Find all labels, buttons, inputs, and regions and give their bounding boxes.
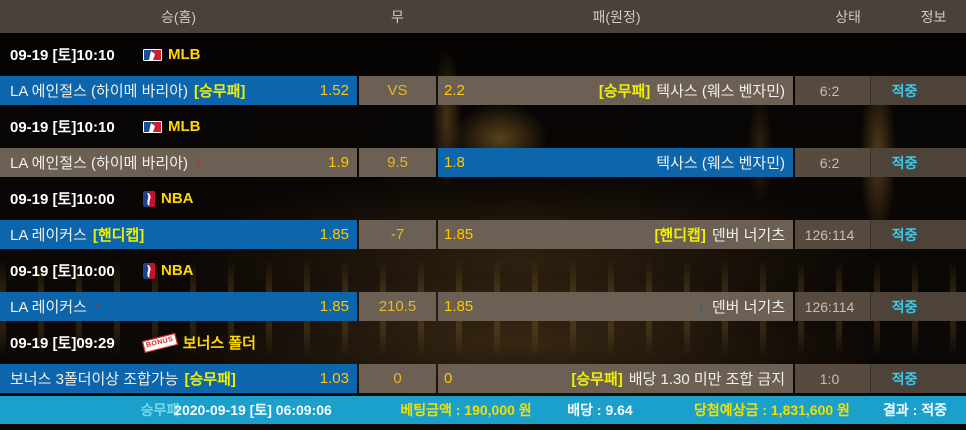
home-pick-cell[interactable]: LA 레이커스 ↑ 1.85	[0, 292, 357, 321]
home-pick-cell[interactable]: LA 에인절스 (하이메 바리아) [승무패] 1.52	[0, 76, 357, 105]
bet-type-tag: [핸디캡]	[654, 227, 706, 244]
down-arrow-icon: ↓	[697, 298, 705, 315]
away-pick-cell[interactable]: 2.2 [승무패] 텍사스 (웨스 벤자민)	[438, 76, 793, 105]
bet-row: LA 레이커스 [핸디캡] 1.85 -7 1.85 [핸디캡] 덴버 너기츠 …	[0, 220, 966, 249]
home-odds: 1.9	[328, 154, 349, 171]
home-team-name: LA 레이커스	[10, 299, 87, 316]
bet-summary-bar: 승무패 2020-09-19 [토] 06:09:06 베팅금액 : 190,0…	[0, 396, 966, 424]
score-cell: 1:0	[795, 364, 870, 393]
league-label: 보너스 폴더	[182, 335, 256, 352]
status-badge: 적중	[870, 76, 966, 105]
away-team-name: 텍사스 (웨스 벤자민)	[656, 155, 785, 172]
table-header: 승(홈) 무 패(원정) 상태 정보	[0, 0, 966, 33]
down-arrow-icon: ↓	[641, 154, 650, 171]
column-header-away: 패(원정)	[592, 8, 641, 25]
away-odds: 1.85	[444, 226, 474, 243]
home-odds: 1.85	[319, 226, 349, 243]
bet-amount: 베팅금액 : 190,000 원	[400, 402, 532, 418]
column-header-draw: 무	[391, 8, 404, 25]
status-badge: 적중	[870, 364, 966, 393]
bet-type-label: 승무패	[140, 402, 180, 418]
away-odds: 1.8	[444, 154, 465, 171]
status-badge: 적중	[870, 220, 966, 249]
bet-result: 결과 : 적중	[883, 402, 947, 418]
draw-pick-cell[interactable]: 0	[359, 364, 436, 393]
home-pick-cell[interactable]: LA 레이커스 [핸디캡] 1.85	[0, 220, 357, 249]
bonus-rule-text: 배당 1.30 미만 조합 금지	[628, 371, 785, 388]
bet-row: 보너스 3폴더이상 조합가능 [승무패] 1.03 0 0 [승무패] 배당 1…	[0, 364, 966, 393]
away-pick-cell[interactable]: 1.8 ↓ 텍사스 (웨스 벤자민)	[438, 148, 793, 177]
away-odds: 1.85	[444, 298, 474, 315]
league-label: NBA	[161, 262, 194, 279]
bet-type-tag: [핸디캡]	[92, 227, 145, 244]
home-pick-cell[interactable]: 보너스 3폴더이상 조합가능 [승무패] 1.03	[0, 364, 357, 393]
away-pick-cell[interactable]: 1.85 ↓ 덴버 너기츠	[438, 292, 793, 321]
bet-type-tag: [승무패]	[598, 83, 651, 100]
home-team-name: LA 에인절스 (하이메 바리아)	[10, 83, 189, 100]
up-arrow-icon: ↑	[93, 298, 102, 315]
league-label: MLB	[168, 118, 201, 135]
away-team-name: 덴버 너기츠	[711, 299, 785, 316]
home-odds: 1.85	[319, 298, 349, 315]
column-header-status: 상태	[835, 8, 861, 25]
home-team-name: LA 에인절스 (하이메 바리아)	[10, 155, 189, 172]
column-header-home: 승(홈)	[160, 8, 197, 25]
score-cell: 6:2	[795, 148, 870, 177]
bonus-rule-text: 보너스 3폴더이상 조합가능	[10, 371, 179, 388]
draw-pick-cell[interactable]: 210.5	[359, 292, 436, 321]
away-team-name: 덴버 너기츠	[711, 227, 785, 244]
nba-logo-icon	[143, 190, 155, 207]
score-cell: 6:2	[795, 76, 870, 105]
league-label: NBA	[161, 190, 194, 207]
away-pick-cell[interactable]: 0 [승무패] 배당 1.30 미만 조합 금지	[438, 364, 793, 393]
game-datetime: 09-19 [토]10:10	[10, 119, 115, 136]
column-header-info: 정보	[920, 8, 947, 25]
draw-pick-cell[interactable]: -7	[359, 220, 436, 249]
bet-row: LA 에인절스 (하이메 바리아) ↑ 1.9 9.5 1.8 ↓ 텍사스 (웨…	[0, 148, 966, 177]
bonus-stamp-text: BONUS	[142, 332, 178, 353]
home-pick-cell[interactable]: LA 에인절스 (하이메 바리아) ↑ 1.9	[0, 148, 357, 177]
away-pick-cell[interactable]: 1.85 [핸디캡] 덴버 너기츠	[438, 220, 793, 249]
mlb-logo-icon	[143, 120, 162, 133]
bet-type-tag: [승무패]	[194, 83, 246, 100]
away-odds: 2.2	[444, 82, 465, 99]
away-odds: 0	[444, 370, 453, 387]
home-odds: 1.03	[319, 370, 349, 387]
bonus-stamp-icon: BONUS	[142, 332, 178, 353]
status-badge: 적중	[870, 148, 966, 177]
score-cell: 126:114	[795, 292, 870, 321]
bet-type-tag: [승무패]	[184, 371, 236, 388]
score-cell: 126:114	[795, 220, 870, 249]
game-datetime: 09-19 [토]10:10	[10, 47, 115, 64]
up-arrow-icon: ↑	[195, 154, 203, 171]
expected-winnings: 당첨예상금 : 1,831,600 원	[694, 402, 850, 418]
bet-row: LA 에인절스 (하이메 바리아) [승무패] 1.52 VS 2.2 [승무패…	[0, 76, 966, 105]
game-datetime: 09-19 [토]10:00	[10, 191, 115, 208]
draw-pick-cell[interactable]: VS	[359, 76, 436, 105]
game-date-row: 09-19 [토]10:10 MLB	[0, 33, 966, 76]
bet-datetime: 2020-09-19 [토] 06:09:06	[174, 402, 332, 418]
game-datetime: 09-19 [토]10:00	[10, 263, 115, 280]
game-date-row: 09-19 [토]10:00 NBA	[0, 177, 966, 220]
game-datetime: 09-19 [토]09:29	[10, 335, 115, 352]
draw-pick-cell[interactable]: 9.5	[359, 148, 436, 177]
game-date-row: 09-19 [토]10:10 MLB	[0, 105, 966, 148]
bet-type-tag: [승무패]	[571, 371, 623, 388]
nba-logo-icon	[143, 262, 155, 279]
total-odds: 배당 : 9.64	[567, 402, 633, 418]
game-date-row: 09-19 [토]10:00 NBA	[0, 249, 966, 292]
game-date-row: 09-19 [토]09:29 BONUS 보너스 폴더	[0, 321, 966, 364]
status-badge: 적중	[870, 292, 966, 321]
bet-row: LA 레이커스 ↑ 1.85 210.5 1.85 ↓ 덴버 너기츠 126:1…	[0, 292, 966, 321]
mlb-logo-icon	[143, 48, 162, 61]
home-team-name: LA 레이커스	[10, 227, 87, 244]
home-odds: 1.52	[319, 82, 349, 99]
league-label: MLB	[168, 46, 201, 63]
away-team-name: 텍사스 (웨스 벤자민)	[656, 83, 785, 100]
